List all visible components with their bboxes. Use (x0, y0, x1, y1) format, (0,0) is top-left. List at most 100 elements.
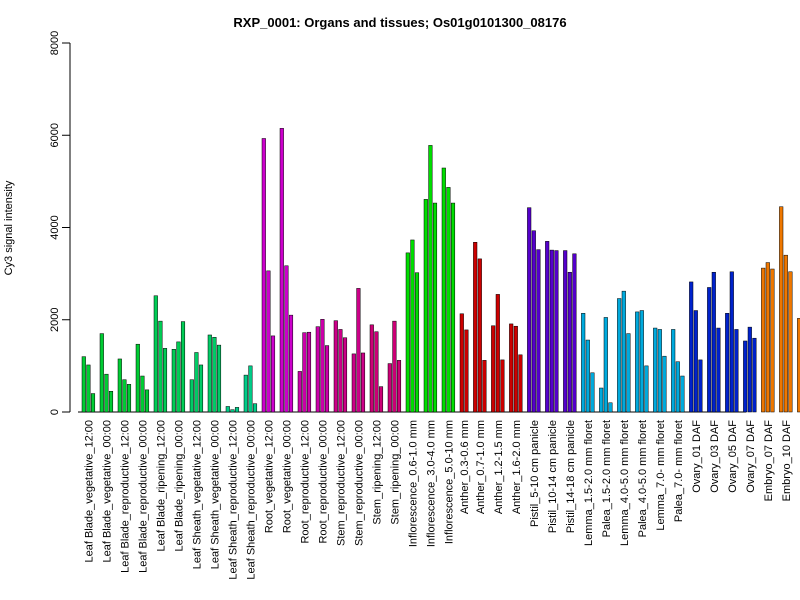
bar (653, 327, 658, 413)
bar (729, 271, 734, 413)
bar (797, 318, 800, 413)
bar (297, 371, 302, 413)
bar (536, 249, 541, 413)
x-tick-label: Ovary_03 DAF (709, 420, 721, 493)
bar (779, 206, 784, 413)
bar (590, 372, 595, 413)
bar (81, 356, 86, 413)
bar (599, 387, 604, 413)
bar (180, 321, 186, 413)
bar (144, 389, 150, 413)
bar (396, 360, 402, 413)
x-tick-label: Leaf Blade_ripening_12:00 (155, 420, 167, 552)
bar (266, 270, 271, 413)
x-tick-label: Anther_0.7-1.0 mm (475, 420, 487, 514)
bar (414, 272, 420, 413)
bar (387, 363, 392, 413)
bar (491, 325, 496, 413)
bar (428, 145, 433, 413)
bar (230, 409, 235, 413)
bar (711, 271, 716, 413)
bar (761, 267, 766, 413)
bar (770, 268, 775, 413)
bar (374, 331, 379, 413)
x-tick-label: Stem_ripening_00:00 (389, 420, 401, 525)
bar (572, 253, 577, 413)
bar (675, 361, 680, 413)
x-tick-label: Pistil_5-10 cm panicle (529, 420, 541, 527)
bar (482, 360, 487, 413)
x-tick-label: Leaf Blade_reproductive_00:00 (137, 420, 149, 573)
y-ticks: 0 2000 4000 6000 8000 (49, 31, 70, 415)
bar (644, 365, 649, 413)
bar (207, 334, 212, 413)
bar (342, 337, 348, 413)
bar (405, 252, 410, 413)
x-tick-label: Leaf Blade_vegetative_12:00 (83, 420, 95, 563)
bar (279, 128, 284, 413)
bar (243, 374, 248, 413)
bar (495, 294, 500, 413)
y-tick-label: 4000 (49, 215, 61, 239)
bar (153, 295, 158, 413)
bar (158, 320, 163, 413)
bar (126, 384, 132, 413)
bar (698, 359, 703, 413)
x-tick-label: Embryo_10 DAF (781, 420, 793, 502)
bar (689, 281, 694, 413)
x-tick-label: Lemma_7.0- mm floret (655, 420, 667, 531)
bar (473, 242, 478, 413)
bar (302, 332, 307, 413)
x-tick-label: Leaf Blade_reproductive_12:00 (119, 420, 131, 573)
bar (531, 230, 536, 413)
bar (716, 327, 721, 413)
bar (725, 313, 730, 413)
bar (212, 337, 217, 413)
bar (549, 249, 554, 413)
bar (671, 329, 676, 413)
x-tick-label: Stem_ripening_12:00 (371, 420, 383, 525)
bar (176, 341, 181, 413)
bar (563, 250, 568, 413)
bar (108, 390, 114, 413)
bar (680, 375, 685, 413)
bar (459, 313, 464, 413)
y-tick-label: 2000 (49, 308, 61, 332)
bar (432, 202, 438, 413)
x-tick-label: Root_vegetative_12:00 (263, 420, 275, 533)
bar (248, 365, 253, 413)
x-tick-label: Lemma_4.0-5.0 mm floret (619, 420, 631, 546)
bar (320, 319, 325, 413)
bar (788, 271, 793, 413)
bar (369, 324, 374, 413)
x-tick-label: Leaf Sheath_reproductive_12:00 (227, 420, 239, 580)
bar (410, 239, 415, 413)
chart-title: RXP_0001: Organs and tissues; Os01g01013… (233, 15, 566, 30)
x-tick-label: Embryo_14 DAF (799, 420, 800, 502)
bar (356, 288, 361, 413)
bar (765, 262, 770, 413)
x-tick-label: Palea_1.5-2.0 mm floret (601, 420, 613, 537)
x-tick-label: Pistil_10-14 cm panicle (547, 420, 559, 533)
bar (90, 393, 96, 413)
x-tick-label: Leaf Sheath_reproductive_00:00 (245, 420, 257, 580)
bar (747, 326, 752, 413)
bar (162, 348, 168, 413)
bar (554, 250, 559, 413)
x-tick-label: Leaf Blade_vegetative_00:00 (101, 420, 113, 563)
x-tick-label: Palea_4.0-5.0 mm floret (637, 420, 649, 537)
bar (581, 313, 586, 413)
bar (446, 187, 451, 413)
bar (585, 339, 590, 413)
bar (351, 353, 356, 413)
bar (783, 254, 788, 413)
x-tick-labels: Leaf Blade_vegetative_12:00 Leaf Blade_ve… (83, 420, 800, 580)
x-tick-label: Inflorescence_0.6-1.0 mm (407, 420, 419, 547)
bar (122, 379, 127, 413)
bar (284, 265, 289, 413)
bar (603, 317, 608, 413)
bar (252, 403, 258, 413)
x-tick-label: Leaf Blade_ripening_00:00 (173, 420, 185, 552)
bar (360, 352, 366, 413)
bar (635, 311, 640, 413)
